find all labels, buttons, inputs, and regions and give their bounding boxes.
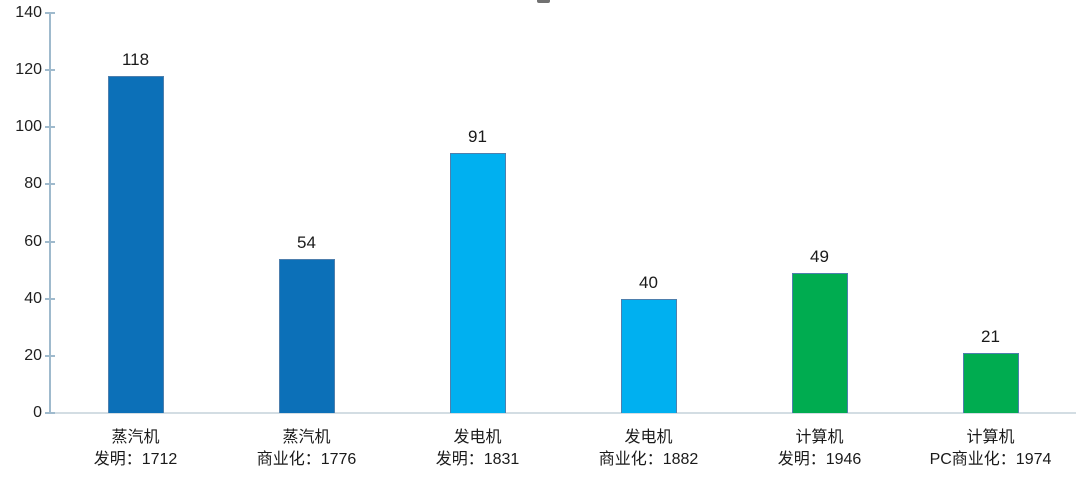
- category-label: 计算机发明：1946: [734, 427, 905, 471]
- category-name: 计算机: [966, 429, 1015, 446]
- bar: [278, 259, 335, 413]
- y-axis-tick-label: 140: [15, 4, 42, 21]
- y-axis-tick: [45, 412, 55, 414]
- category-year: 商业化：1776: [256, 451, 357, 468]
- bar-value-label: 118: [121, 50, 150, 69]
- y-axis-line: [49, 13, 51, 413]
- x-axis-labels: 蒸汽机 发明：1712 蒸汽机 商业化：1776 发电机 发明：1831 发电机 商业化：18…: [50, 427, 1076, 471]
- bar: [962, 353, 1019, 413]
- category-year: PC商业化：1974: [929, 451, 1052, 468]
- y-axis-tick-label: 80: [24, 175, 42, 192]
- category-name: 计算机: [795, 429, 844, 446]
- category-label: 蒸汽机发明：1712: [50, 427, 221, 471]
- category-label: 发电机商业化：1882: [563, 427, 734, 471]
- category-name: 蒸汽机: [282, 429, 331, 446]
- bar: [107, 76, 164, 413]
- category-name: 发电机: [624, 429, 673, 446]
- category-year: 发明：1712: [93, 451, 178, 468]
- y-axis-tick: [45, 126, 55, 128]
- category-name: 蒸汽机: [111, 429, 160, 446]
- y-axis-tick: [45, 241, 55, 243]
- bar: [620, 299, 677, 413]
- y-axis-tick-label: 40: [24, 290, 42, 307]
- y-axis-tick: [45, 298, 55, 300]
- y-axis-tick-label: 100: [15, 118, 42, 135]
- bar: [791, 273, 848, 413]
- plot-area: 0 20 40 60 80 100 120 140 118 54 91 40 49 21: [15, 4, 1076, 421]
- category-label: 蒸汽机商业化：1776: [221, 427, 392, 471]
- bar-value-label: 40: [639, 273, 658, 292]
- y-axis-tick: [45, 355, 55, 357]
- y-axis-tick-label: 60: [24, 233, 42, 250]
- x-axis-line: [49, 412, 1076, 414]
- category-label: 计算机 PC商业化：1974: [905, 427, 1076, 471]
- category-year: 商业化：1882: [598, 451, 699, 468]
- y-axis-tick: [45, 183, 55, 185]
- y-axis-tick: [45, 12, 55, 14]
- y-axis-tick-label: 0: [33, 404, 42, 421]
- y-axis-tick-label: 120: [15, 61, 42, 78]
- category-year: 发明：1831: [435, 451, 520, 468]
- y-axis-tick: [45, 69, 55, 71]
- bar-value-label: 54: [297, 233, 316, 252]
- bar-value-label: 91: [468, 127, 487, 146]
- category-label: 发电机发明：1831: [392, 427, 563, 471]
- bar-value-label: 49: [810, 247, 829, 266]
- bar-value-label: 21: [981, 327, 1000, 346]
- category-year: 发明：1946: [777, 451, 862, 468]
- category-name: 发电机: [453, 429, 502, 446]
- bar: [449, 153, 506, 413]
- y-axis-tick-label: 20: [24, 347, 42, 364]
- cropped-title-fragment: [537, 0, 550, 3]
